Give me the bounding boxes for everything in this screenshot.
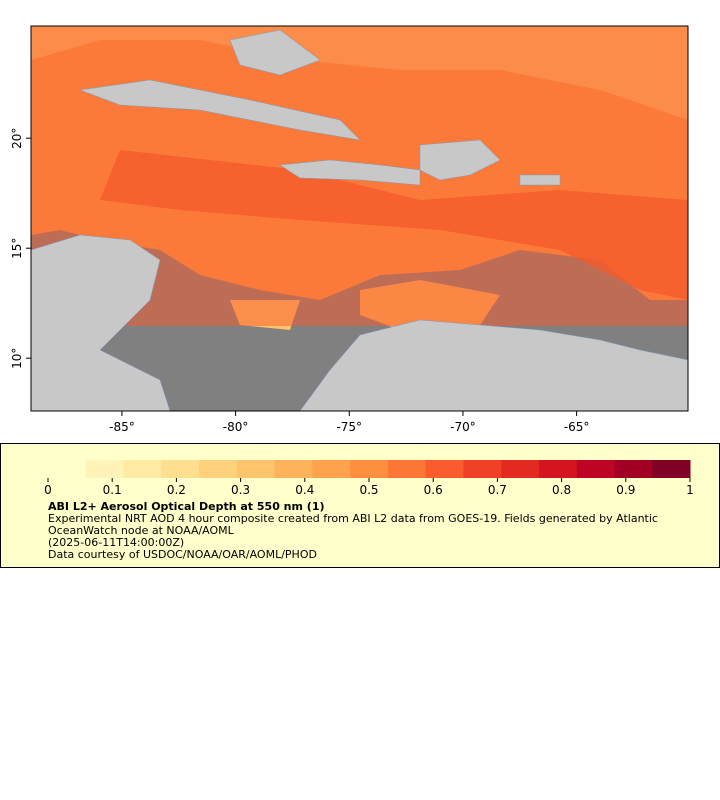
colorbar-tick-label: 0.3 [231,483,250,497]
x-tick-label: -65° [564,420,590,434]
colorbar-tick-label: 0 [44,483,52,497]
y-tick-label: 20° [10,128,24,149]
legend-line: (2025-06-11T14:00:00Z) [48,536,185,549]
colorbar-swatch [123,460,162,478]
colorbar-swatch [425,460,464,478]
colorbar-swatch [652,460,691,478]
y-tick-label: 10° [10,348,24,369]
y-tick-label: 15° [10,238,24,259]
colorbar-tick-label: 0.5 [359,483,378,497]
colorbar-swatch [274,460,313,478]
map: -85° -80° -75° -70° -65° 10° 15° 20° [10,25,689,434]
colorbar-swatch [538,460,578,478]
colorbar-swatch [85,460,125,478]
colorbar-swatch [387,460,427,478]
colorbar-swatch [312,460,351,478]
colorbar-tick-label: 0.2 [167,483,186,497]
map-image [31,26,688,411]
colorbar-tick-label: 0.4 [295,483,314,497]
legend-line: Data courtesy of USDOC/NOAA/OAR/AOML/PHO… [48,548,317,561]
x-tick-label: -70° [450,420,476,434]
colorbar-tick-label: 0.1 [103,483,122,497]
colorbar-swatch [236,460,276,478]
x-tick-label: -75° [336,420,362,434]
colorbar-swatch [576,460,615,478]
colorbar-tick-label: 0.7 [488,483,507,497]
colorbar-swatch [48,460,87,478]
legend-title: ABI L2+ Aerosol Optical Depth at 550 nm … [48,500,325,513]
land [31,29,688,411]
x-tick-label: -80° [223,420,249,434]
legend-line: Experimental NRT AOD 4 hour composite cr… [48,512,658,525]
colorbar-tick-label: 0.6 [424,483,443,497]
colorbar-tick-label: 0.9 [616,483,635,497]
colorbar-swatch [501,460,540,478]
x-tick-label: -85° [109,420,135,434]
colorbar-swatch [350,460,389,478]
legend-line: OceanWatch node at NOAA/AOML [48,524,234,537]
legend: 0 0.1 0.2 0.3 0.4 0.5 0.6 0.7 0.8 0.9 1 ABI L2+ Ae… [0,443,720,568]
colorbar-swatch [463,460,502,478]
colorbar-tick-label: 0.8 [552,483,571,497]
colorbar-tick-label: 1 [686,483,694,497]
colorbar-swatch [614,460,653,478]
colorbar: 0 0.1 0.2 0.3 0.4 0.5 0.6 0.7 0.8 0.9 1 [44,460,694,497]
colorbar-swatch [161,460,200,478]
map-frame [30,25,689,412]
colorbar-swatch [199,460,238,478]
